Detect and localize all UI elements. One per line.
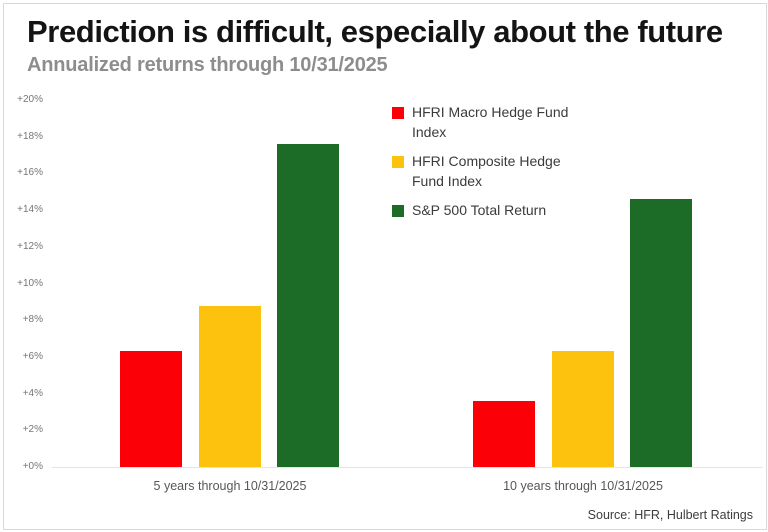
y-axis-tick-label: +20% (17, 94, 43, 105)
bar-series2-group0 (277, 144, 339, 467)
x-axis-label-5-years: 5 years through 10/31/2025 (153, 479, 307, 493)
bar-series1-group1 (551, 351, 614, 467)
y-axis-tick-label: +4% (22, 387, 43, 399)
x-axis-label-10-years: 10 years through 10/31/2025 (503, 479, 663, 493)
y-axis-tick-label: +16% (17, 167, 43, 179)
y-axis-tick-label: +14% (17, 204, 43, 216)
y-axis-tick-label: +0% (22, 461, 43, 472)
chart-title: Prediction is difficult, especially abou… (27, 14, 723, 49)
legend-item-sp500: S&P 500 Total Return (392, 201, 587, 221)
y-axis-tick-label: +18% (17, 130, 43, 142)
legend: HFRI Macro Hedge Fund Index HFRI Composi… (392, 103, 587, 229)
legend-swatch-red-icon (392, 107, 404, 119)
legend-swatch-yellow-icon (392, 155, 404, 168)
y-axis-tick-label: +8% (22, 314, 43, 326)
legend-swatch-green-icon (392, 204, 404, 217)
y-axis-tick-label: +6% (22, 350, 43, 362)
y-axis-tick-label: +10% (17, 277, 43, 289)
bar-series2-group1 (630, 199, 692, 467)
bar-series0-group0 (120, 351, 182, 467)
legend-item-composite: HFRI Composite Hedge Fund Index (392, 152, 587, 192)
y-axis-tick-label: +12% (17, 240, 43, 252)
legend-item-macro: HFRI Macro Hedge Fund Index (392, 103, 587, 143)
legend-label-macro: HFRI Macro Hedge Fund Index (412, 104, 569, 140)
legend-label-composite: HFRI Composite Hedge Fund Index (412, 152, 561, 189)
bar-series1-group0 (198, 305, 261, 467)
bar-series0-group1 (473, 400, 535, 467)
x-axis-baseline (52, 467, 763, 468)
legend-label-sp500: S&P 500 Total Return (412, 201, 547, 218)
chart-subtitle: Annualized returns through 10/31/2025 (27, 54, 388, 76)
y-axis-tick-label: +2% (22, 424, 43, 436)
source-attribution: Source: HFR, Hulbert Ratings (587, 508, 753, 522)
